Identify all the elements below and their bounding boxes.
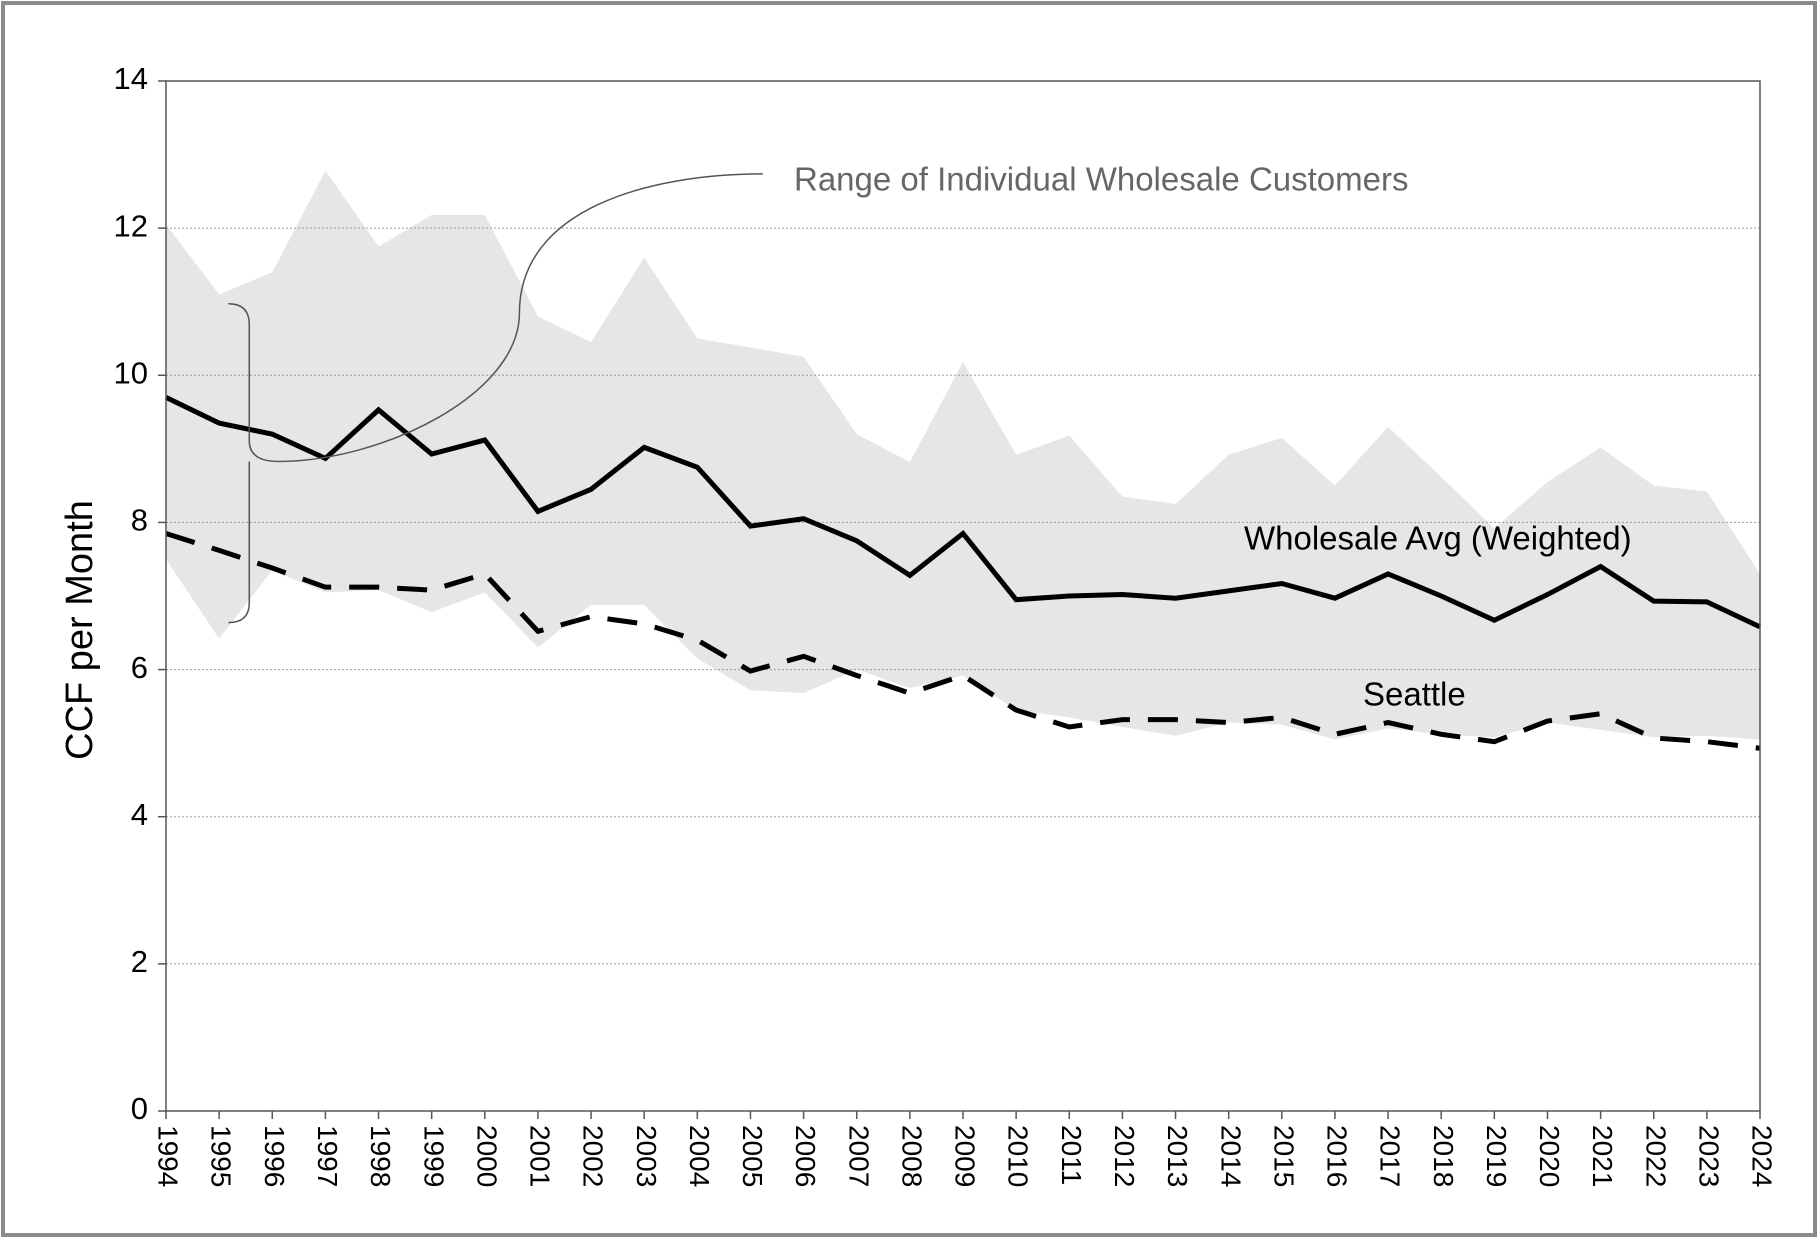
x-tick-label: 2002 — [578, 1125, 609, 1187]
x-tick-label: 2022 — [1640, 1125, 1671, 1187]
plot-border — [165, 80, 1761, 1112]
x-tick-label: 2023 — [1693, 1125, 1724, 1187]
band-layer — [166, 170, 1760, 740]
x-tick-label: 2009 — [950, 1125, 981, 1187]
y-tick-label: 4 — [131, 797, 148, 832]
x-tick-label: 2011 — [1056, 1125, 1087, 1185]
x-tick-label: 2015 — [1268, 1125, 1299, 1187]
series-line — [164, 395, 1762, 630]
y-tick-label: 8 — [131, 503, 148, 538]
y-tick-label: 0 — [131, 1091, 148, 1126]
y-axis-label: CCF per Month — [59, 500, 101, 760]
x-tick-label: 2013 — [1162, 1125, 1193, 1187]
x-tick-label: 1999 — [418, 1125, 449, 1187]
x-tick-label: 1997 — [312, 1125, 343, 1187]
x-tick-label: 2021 — [1587, 1125, 1618, 1187]
x-tick-label: 2007 — [843, 1125, 874, 1187]
y-tick-label: 10 — [114, 355, 148, 390]
brace — [228, 303, 279, 624]
series-label: Seattle — [1363, 676, 1466, 713]
x-tick-label: 2018 — [1428, 1125, 1459, 1187]
axes-layer: 0 2 4 6 8 10 12 14 1994 1995 1996 1997 1998 1999 2000 2… — [114, 61, 1778, 1187]
x-tick-label: 1996 — [259, 1125, 290, 1187]
x-tick-label: 2005 — [737, 1125, 768, 1187]
x-tick-label: 2012 — [1109, 1125, 1140, 1187]
range-band — [166, 170, 1760, 740]
x-tick-label: 2003 — [631, 1125, 662, 1187]
x-tick-label: 2017 — [1375, 1125, 1406, 1187]
x-tick-label: 2000 — [471, 1125, 502, 1187]
x-tick-label: 2014 — [1215, 1125, 1246, 1187]
x-tick-label: 2004 — [684, 1125, 715, 1187]
annotation-connector — [228, 173, 763, 624]
x-tick-label: 2008 — [896, 1125, 927, 1187]
y-tick-label: 6 — [131, 650, 148, 685]
x-tick-label: 2019 — [1481, 1125, 1512, 1187]
x-tick-label: 1994 — [153, 1125, 184, 1187]
y-tick-label: 2 — [131, 944, 148, 979]
x-tick-label: 2016 — [1322, 1125, 1353, 1187]
series-label: Wholesale Avg (Weighted) — [1244, 520, 1632, 557]
x-tick-label: 2010 — [1003, 1125, 1034, 1187]
band-label: Range of Individual Wholesale Customers — [794, 161, 1408, 198]
x-tick-label: 2024 — [1747, 1125, 1778, 1187]
x-tick-label: 2006 — [790, 1125, 821, 1187]
x-tick-label: 2020 — [1534, 1125, 1565, 1187]
x-tick-label: 1995 — [206, 1125, 237, 1187]
series-line — [165, 531, 1761, 751]
connector — [278, 173, 763, 463]
x-tick-label: 2001 — [525, 1125, 556, 1187]
y-tick-label: 12 — [114, 208, 148, 243]
y-tick-label: 14 — [114, 61, 148, 96]
x-tick-label: 1998 — [365, 1125, 396, 1187]
line-layer — [164, 395, 1762, 751]
